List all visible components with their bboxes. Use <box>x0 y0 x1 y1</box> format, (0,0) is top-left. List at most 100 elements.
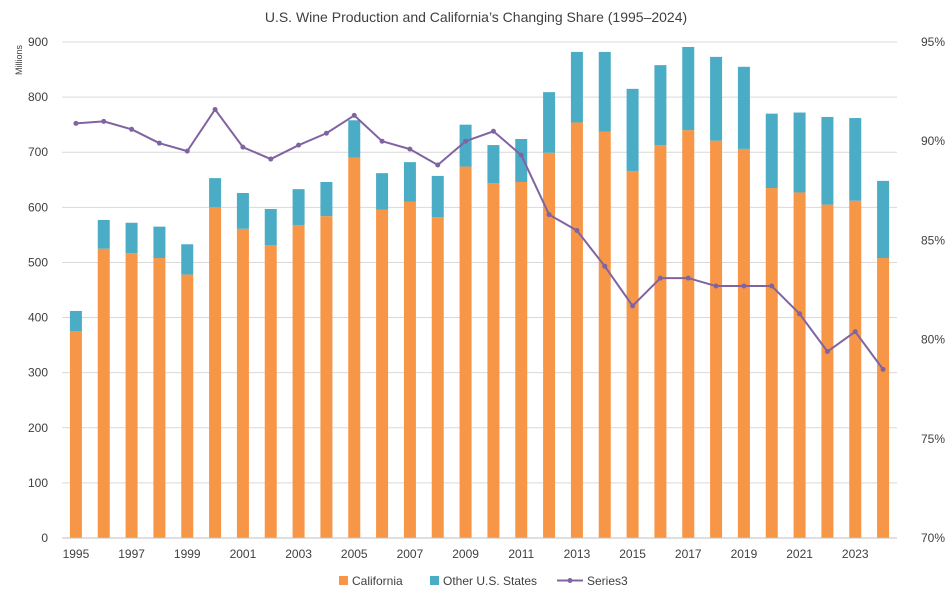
series3-point-2015 <box>630 303 636 309</box>
bar-california-2016 <box>654 145 667 538</box>
bar-other-states-2009 <box>459 124 472 167</box>
y2-tick-label: 85% <box>921 233 945 247</box>
y-axis-units-label: Millions <box>14 45 24 76</box>
bar-other-states-2024 <box>877 180 890 259</box>
series3-point-2022 <box>824 349 830 355</box>
legend-swatch-other-states <box>430 576 439 585</box>
y-tick-label: 300 <box>28 366 48 380</box>
bar-other-states-2020 <box>765 113 778 189</box>
bar-california-1998 <box>153 258 166 538</box>
series3-point-2007 <box>407 146 413 152</box>
y-tick-label: 800 <box>28 90 48 104</box>
bar-california-2019 <box>737 148 750 538</box>
bar-california-2004 <box>320 216 333 538</box>
axes: 0 100 200 300 400 500 600 700 800 900 70% 75% 80% 85%… <box>28 35 945 561</box>
bar-other-states-2012 <box>543 92 556 153</box>
bar-california-1995 <box>69 331 82 538</box>
series3-point-2001 <box>240 144 246 150</box>
series3-line <box>75 108 884 370</box>
bar-other-states-2006 <box>376 173 389 210</box>
series3-point-1998 <box>156 140 162 146</box>
x-tick-label: 2013 <box>564 547 591 561</box>
series3-point-1995 <box>73 120 79 126</box>
legend-swatch-series3-marker <box>567 578 573 583</box>
series3-point-2013 <box>574 227 580 233</box>
bar-california-2009 <box>459 166 472 538</box>
series3-point-2008 <box>435 162 441 168</box>
bar-california-2005 <box>348 157 361 538</box>
bars <box>69 46 890 539</box>
series3-point-2003 <box>296 142 302 148</box>
chart-title: U.S. Wine Production and California’s Ch… <box>265 9 687 25</box>
legend-swatch-california <box>339 576 348 585</box>
bar-california-2008 <box>431 217 444 538</box>
bar-other-states-2001 <box>236 193 249 229</box>
bar-other-states-2022 <box>821 116 834 205</box>
x-tick-label: 2019 <box>731 547 758 561</box>
series3-point-1996 <box>101 118 107 124</box>
bar-other-states-2016 <box>654 65 667 146</box>
bar-california-2003 <box>292 224 305 539</box>
bar-california-2015 <box>626 170 639 538</box>
bar-california-2021 <box>793 192 806 538</box>
bar-california-2011 <box>515 181 528 538</box>
series3-point-2017 <box>685 275 691 281</box>
series3-point-2020 <box>769 283 775 289</box>
bar-california-2024 <box>877 258 890 538</box>
bar-other-states-2014 <box>598 51 611 132</box>
bar-other-states-2017 <box>682 46 695 131</box>
bar-other-states-2018 <box>710 56 723 141</box>
legend: California Other U.S. States Series3 <box>339 574 628 588</box>
x-tick-label: 2007 <box>397 547 424 561</box>
bar-other-states-2011 <box>515 138 528 182</box>
y-tick-label: 600 <box>28 200 48 214</box>
series3-point-1997 <box>129 126 135 132</box>
bar-other-states-2023 <box>849 118 862 201</box>
bar-other-states-2021 <box>793 112 806 193</box>
bar-california-2010 <box>487 183 500 538</box>
series3-point-2021 <box>797 311 803 317</box>
y2-tick-label: 80% <box>921 333 945 347</box>
bar-california-2022 <box>821 204 834 539</box>
x-tick-label: 2009 <box>452 547 479 561</box>
x-tick-label: 2021 <box>786 547 813 561</box>
series3-point-2011 <box>518 152 524 158</box>
bar-other-states-2019 <box>737 66 750 149</box>
series3-point-2023 <box>852 329 858 335</box>
y-tick-label: 100 <box>28 476 48 490</box>
y-tick-label: 500 <box>28 255 48 269</box>
bar-other-states-2004 <box>320 181 333 217</box>
legend-label-series3: Series3 <box>587 574 628 588</box>
series3-point-2009 <box>463 138 469 144</box>
bar-other-states-2000 <box>209 178 222 208</box>
bar-other-states-1995 <box>69 310 82 332</box>
bar-california-2012 <box>543 152 556 539</box>
series3-point-2002 <box>268 156 274 162</box>
bar-california-1999 <box>181 274 194 538</box>
series3-point-2012 <box>546 212 552 218</box>
bar-other-states-2010 <box>487 145 500 184</box>
gridlines <box>62 41 897 484</box>
x-tick-label: 2005 <box>341 547 368 561</box>
x-tick-label: 2017 <box>675 547 702 561</box>
series3-point-2006 <box>379 138 385 144</box>
bar-california-2023 <box>849 200 862 538</box>
series3-point-2014 <box>602 263 608 269</box>
series3-point-2005 <box>351 112 357 118</box>
bar-california-2018 <box>710 140 723 538</box>
bar-other-states-2008 <box>431 175 444 218</box>
bar-other-states-2002 <box>264 208 277 246</box>
x-tick-label: 2003 <box>285 547 312 561</box>
bar-california-2017 <box>682 130 695 538</box>
bar-other-states-2015 <box>626 88 639 171</box>
x-tick-label: 1995 <box>63 547 90 561</box>
series3-point-2016 <box>657 275 663 281</box>
bar-other-states-1996 <box>97 220 110 249</box>
series3-point-2019 <box>741 283 747 289</box>
bar-other-states-1999 <box>181 244 194 275</box>
bar-other-states-2007 <box>403 162 416 202</box>
series3-point-2000 <box>212 106 218 112</box>
bar-california-2006 <box>376 209 389 538</box>
x-tick-label: 2001 <box>230 547 257 561</box>
